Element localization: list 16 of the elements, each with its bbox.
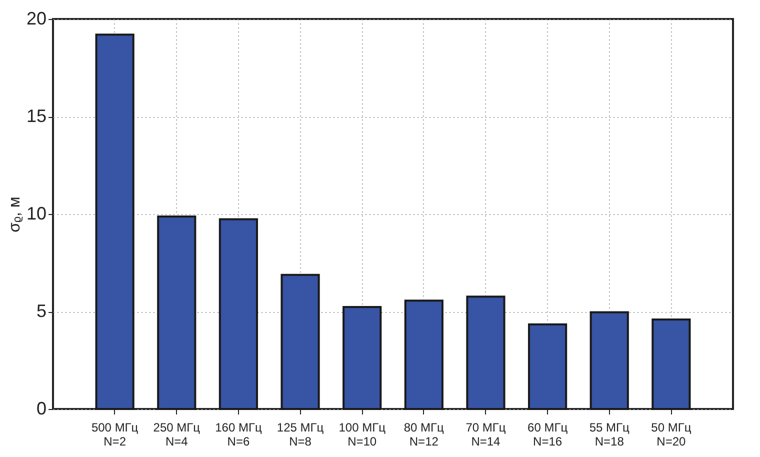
y-tick-label: 15 (26, 106, 46, 126)
x-tick-label: 80 МГц N=12 (404, 420, 444, 448)
y-tick-label: 5 (36, 301, 46, 321)
y-axis-title: σᵨ, м (6, 196, 24, 232)
x-tick-label: 125 МГц N=8 (276, 420, 324, 448)
x-tick-label: 55 МГц N=18 (589, 420, 630, 448)
x-tick-label: 70 МГц N=14 (466, 420, 506, 448)
y-tick-label: 20 (26, 8, 46, 28)
x-tick-label: 50 МГц N=20 (651, 420, 692, 448)
x-tick-label: 500 МГц N=2 (91, 420, 138, 448)
x-tick-label: 250 МГц N=4 (153, 420, 200, 448)
x-tick-label: 60 МГц N=16 (528, 420, 568, 448)
y-tick-label: 10 (26, 204, 46, 224)
x-tick-label: 160 МГц N=6 (215, 420, 262, 448)
y-tick-label: 0 (36, 398, 46, 418)
x-tick-label: 100 МГц N=10 (338, 420, 386, 448)
